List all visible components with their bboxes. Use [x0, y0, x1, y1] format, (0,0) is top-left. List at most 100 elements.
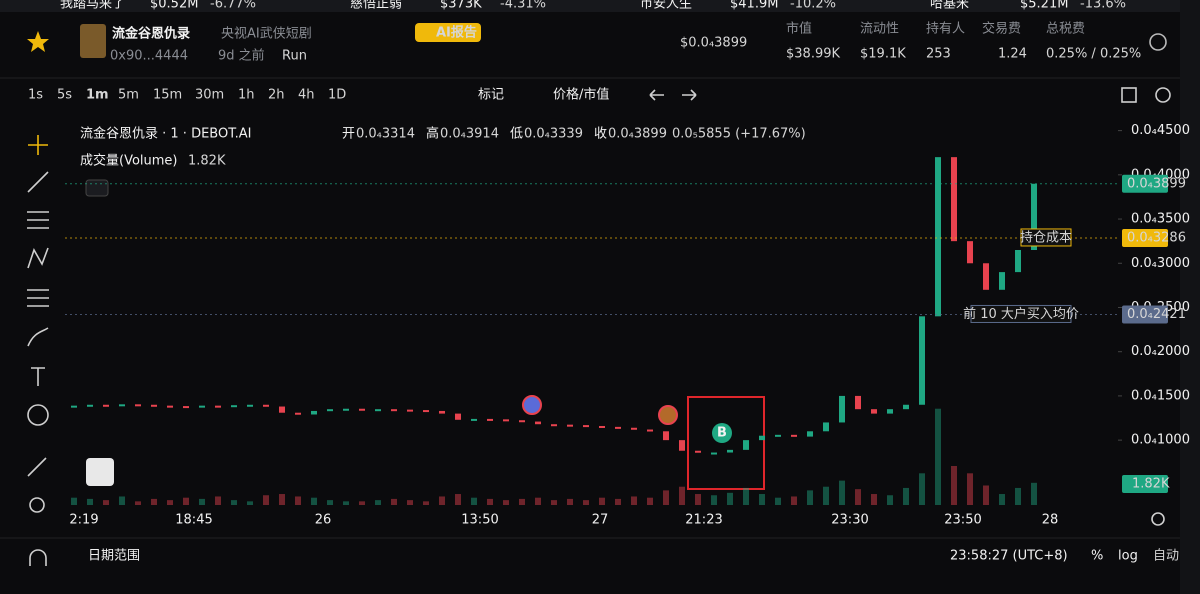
candle [247, 404, 253, 407]
pattern-tool[interactable] [27, 247, 49, 269]
x-tick-label: 28 [1042, 513, 1059, 528]
date-range[interactable]: 日期范围 [88, 549, 140, 564]
candle [71, 405, 77, 408]
volume-bar [583, 500, 589, 505]
ticker-cap: $5.21M [1020, 0, 1068, 12]
ai-badge[interactable] [415, 23, 481, 42]
fullscreen-icon[interactable] [1121, 87, 1137, 103]
line-tool[interactable] [27, 171, 49, 193]
candle [967, 241, 973, 264]
clock: 23:58:27 (UTC+8) [950, 549, 1068, 564]
interval[interactable]: 4h [298, 88, 315, 103]
ticker-change: -4.31% [500, 0, 546, 12]
log-toggle[interactable]: log [1118, 549, 1138, 564]
collapse-button[interactable] [85, 179, 109, 197]
candle [535, 421, 541, 425]
candle [87, 404, 93, 407]
interval[interactable]: 2h [268, 88, 285, 103]
candle [839, 395, 845, 423]
ohlc-label: 收 [594, 127, 607, 142]
volume-bar [999, 494, 1005, 505]
brush-tool[interactable] [27, 327, 49, 347]
fib-tool[interactable] [27, 289, 49, 307]
drawing-tools[interactable] [27, 87, 1171, 566]
volume-bar [663, 490, 669, 505]
volume-bar [951, 466, 957, 505]
ohlc-value: 0.0₄3314 [356, 127, 415, 142]
token-price: $0.0₄3899 [680, 36, 747, 51]
interval[interactable]: 1m [86, 88, 109, 103]
candle [759, 435, 765, 441]
volume-bar [135, 501, 141, 505]
candle [583, 425, 589, 428]
text-tool[interactable] [31, 367, 45, 386]
settings-icon[interactable] [1155, 87, 1171, 103]
highlight-box [687, 396, 765, 490]
marks-menu[interactable]: 标记 [478, 88, 504, 103]
y-tick-label: 0.0₄4500 [1131, 123, 1190, 138]
avatar-marker[interactable] [658, 405, 678, 425]
candle [343, 408, 349, 411]
avatar-marker[interactable] [522, 395, 542, 415]
candle [519, 420, 525, 423]
buy-marker[interactable] [712, 423, 732, 443]
price-cap-toggle[interactable]: 价格/市值 [553, 87, 609, 103]
emoji-tool[interactable] [27, 404, 49, 426]
volume-bar [263, 495, 269, 505]
candle [231, 405, 237, 408]
volume-bar [151, 498, 157, 505]
crosshair-tool[interactable] [28, 135, 48, 155]
volume-bar [311, 497, 317, 505]
ai-report[interactable]: AI报告 [436, 25, 477, 41]
volume-bar [1031, 482, 1037, 505]
ruler-tool[interactable] [27, 457, 47, 477]
candle [359, 408, 365, 411]
volume-bar [471, 497, 477, 505]
interval[interactable]: 1h [238, 88, 255, 103]
volume-bar [983, 485, 989, 505]
volume-bar [1015, 487, 1021, 505]
percent-toggle[interactable]: % [1091, 549, 1103, 564]
favorite-star[interactable] [27, 31, 49, 52]
candle [919, 316, 925, 405]
volume-bar [327, 500, 333, 505]
volume-bar [599, 497, 605, 505]
ohlc-value: 0.0₄3339 [524, 127, 583, 142]
x-tick-label: 23:30 [831, 513, 868, 528]
candle [983, 263, 989, 290]
candle [183, 406, 189, 409]
token-tag: Run [282, 49, 307, 64]
volume-bar [103, 500, 109, 505]
volume-bar [807, 490, 813, 505]
interval[interactable]: 5m [118, 88, 139, 103]
zoom-tool[interactable] [29, 497, 45, 513]
interval[interactable]: 15m [153, 88, 182, 103]
candle [1031, 183, 1037, 250]
interval[interactable]: 30m [195, 88, 224, 103]
stat-label: 市值 [786, 21, 812, 37]
line-note-label: 持仓成本 [1020, 230, 1072, 245]
interval[interactable]: 1D [328, 88, 346, 103]
ohlc-label: 开 [342, 127, 355, 142]
channel-tool[interactable] [27, 211, 49, 229]
volume-bar [359, 501, 365, 505]
redo-icon[interactable] [682, 89, 697, 101]
volume-bar [919, 473, 925, 505]
x-tick-label: 13:50 [461, 513, 498, 528]
magnet-tool[interactable] [29, 549, 47, 566]
settings-icon[interactable] [1151, 512, 1165, 526]
volume-bar [679, 486, 685, 505]
stat-value: 0.25% / 0.25% [1046, 47, 1141, 62]
x-tick-label: 27 [592, 513, 609, 528]
candle [375, 409, 381, 412]
interval[interactable]: 5s [57, 88, 72, 103]
volume-bar [119, 496, 125, 505]
volume-bar [695, 494, 701, 505]
interval[interactable]: 1s [28, 88, 43, 103]
volume-bar [391, 498, 397, 505]
bell-icon[interactable] [1149, 33, 1167, 51]
auto-toggle[interactable]: 自动 [1153, 549, 1179, 564]
volume-bar [535, 497, 541, 505]
undo-icon[interactable] [649, 89, 664, 101]
candle [567, 424, 573, 427]
